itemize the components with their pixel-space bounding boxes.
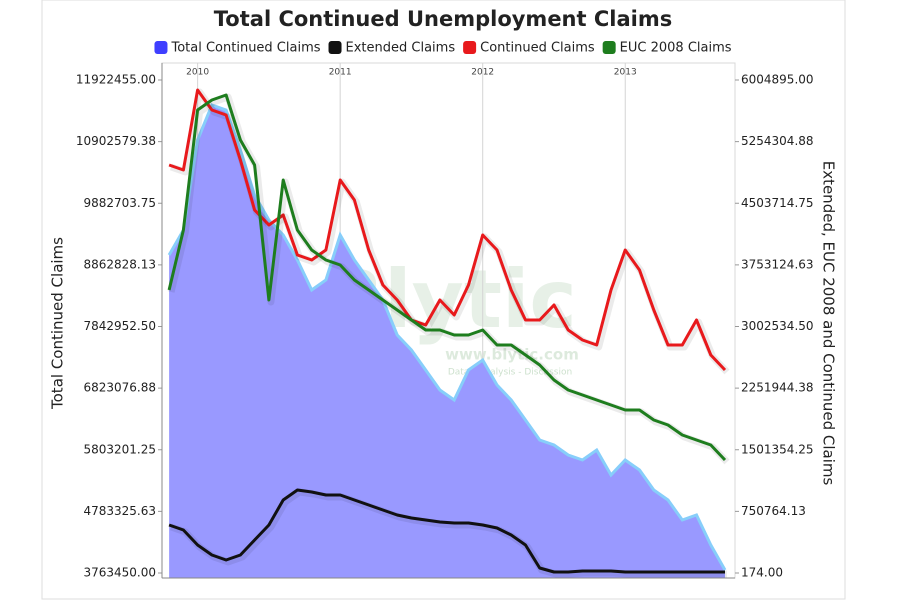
chart-title: Total Continued Unemployment Claims — [214, 7, 672, 31]
y2-tick-label: 750764.13 — [741, 504, 806, 518]
x-tick-label: 2011 — [329, 68, 352, 78]
y2-tick-label: 2251944.38 — [741, 381, 814, 395]
legend-label: EUC 2008 Claims — [620, 41, 732, 56]
x-tick-label: 2012 — [471, 68, 494, 78]
y-tick-label: 10902579.38 — [76, 134, 156, 148]
legend-label: Continued Claims — [480, 41, 595, 56]
legend-label: Extended Claims — [346, 41, 456, 56]
y-tick-label: 3763450.00 — [83, 566, 156, 580]
y-tick-label: 7842952.50 — [83, 319, 156, 333]
y-tick-label: 9882703.75 — [83, 196, 156, 210]
y-axis-title: Total Continued Claims — [49, 237, 67, 410]
y-tick-label: 4783325.63 — [83, 504, 156, 518]
y2-tick-label: 3002534.50 — [741, 319, 814, 333]
line — [167, 93, 727, 462]
area — [169, 105, 726, 578]
y2-tick-label: 1501354.25 — [741, 442, 814, 456]
line-shadow — [169, 488, 727, 578]
watermark: www.blytic.com — [445, 346, 579, 364]
y-tick-label: 11922455.00 — [76, 73, 156, 87]
x-tick-label: 2013 — [614, 68, 637, 78]
y2-tick-label: 3753124.63 — [741, 257, 814, 271]
y-tick-label: 5803201.25 — [83, 442, 156, 456]
legend-swatch — [602, 41, 616, 54]
x-tick-label: 2010 — [186, 68, 209, 78]
y2-tick-label: 174.00 — [741, 566, 783, 580]
line — [168, 488, 725, 574]
y2-tick-label: 5254304.88 — [741, 134, 814, 148]
legend-swatch — [328, 41, 342, 54]
y-tick-label: 6823076.88 — [83, 381, 156, 395]
legend: Total Continued Claims Extended Claims Con… — [154, 41, 732, 56]
line — [168, 88, 727, 372]
y2-tick-label: 4503714.75 — [741, 196, 814, 210]
y2-tick-label: 6004895.00 — [741, 73, 814, 87]
y-tick-label: 8862828.13 — [83, 257, 156, 271]
legend-label: Total Continued Claims — [170, 41, 320, 56]
legend-swatch — [463, 41, 477, 54]
area-edge — [167, 103, 727, 571]
y2-axis-title: Extended, EUC 2008 and Continued Claims — [820, 161, 838, 486]
legend-swatch — [154, 41, 168, 54]
watermark: Data - Analysis - Discussion — [448, 368, 572, 378]
